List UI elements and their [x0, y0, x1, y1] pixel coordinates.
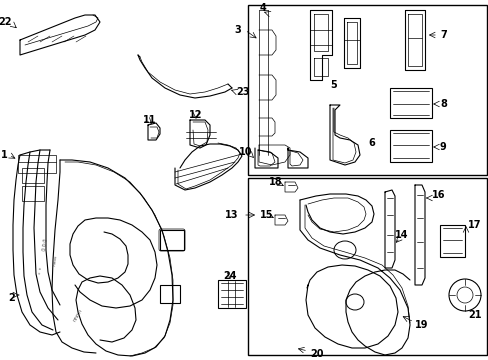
Bar — [18, 155, 56, 173]
Text: 15: 15 — [259, 210, 272, 220]
Bar — [247, 178, 486, 355]
Text: 12: 12 — [189, 110, 203, 120]
Text: 22: 22 — [0, 17, 12, 27]
Text: 18: 18 — [269, 177, 283, 187]
Bar — [218, 280, 245, 308]
Bar — [160, 285, 180, 303]
Bar — [439, 225, 464, 257]
Text: 5: 5 — [329, 80, 336, 90]
Text: 24: 24 — [223, 271, 236, 281]
Text: 0 0 0: 0 0 0 — [41, 239, 48, 252]
Bar — [247, 5, 486, 175]
Text: 17: 17 — [467, 220, 481, 230]
Text: c  c: c c — [38, 266, 42, 274]
Text: 13: 13 — [224, 210, 238, 220]
Bar — [22, 186, 44, 201]
Text: 9: 9 — [439, 142, 446, 152]
Bar — [22, 168, 44, 183]
Text: 6: 6 — [367, 138, 374, 148]
Text: 2: 2 — [8, 293, 15, 303]
Text: 4: 4 — [260, 3, 266, 13]
Bar — [160, 230, 183, 250]
Text: 20: 20 — [309, 349, 323, 359]
Text: 23: 23 — [236, 87, 249, 97]
Text: 7: 7 — [439, 30, 446, 40]
Text: 16: 16 — [431, 190, 445, 200]
Text: 14: 14 — [394, 230, 407, 240]
Text: 1: 1 — [1, 150, 8, 160]
Bar — [389, 130, 431, 162]
Bar — [389, 88, 431, 118]
Text: 21: 21 — [467, 310, 481, 320]
Text: 10: 10 — [238, 147, 251, 157]
Text: 8: 8 — [439, 99, 446, 109]
Text: 11: 11 — [143, 115, 157, 125]
Text: 3: 3 — [234, 25, 241, 35]
Text: 19: 19 — [414, 320, 427, 330]
Text: innov: innov — [52, 254, 58, 266]
Text: nnnn: nnnn — [72, 308, 83, 322]
